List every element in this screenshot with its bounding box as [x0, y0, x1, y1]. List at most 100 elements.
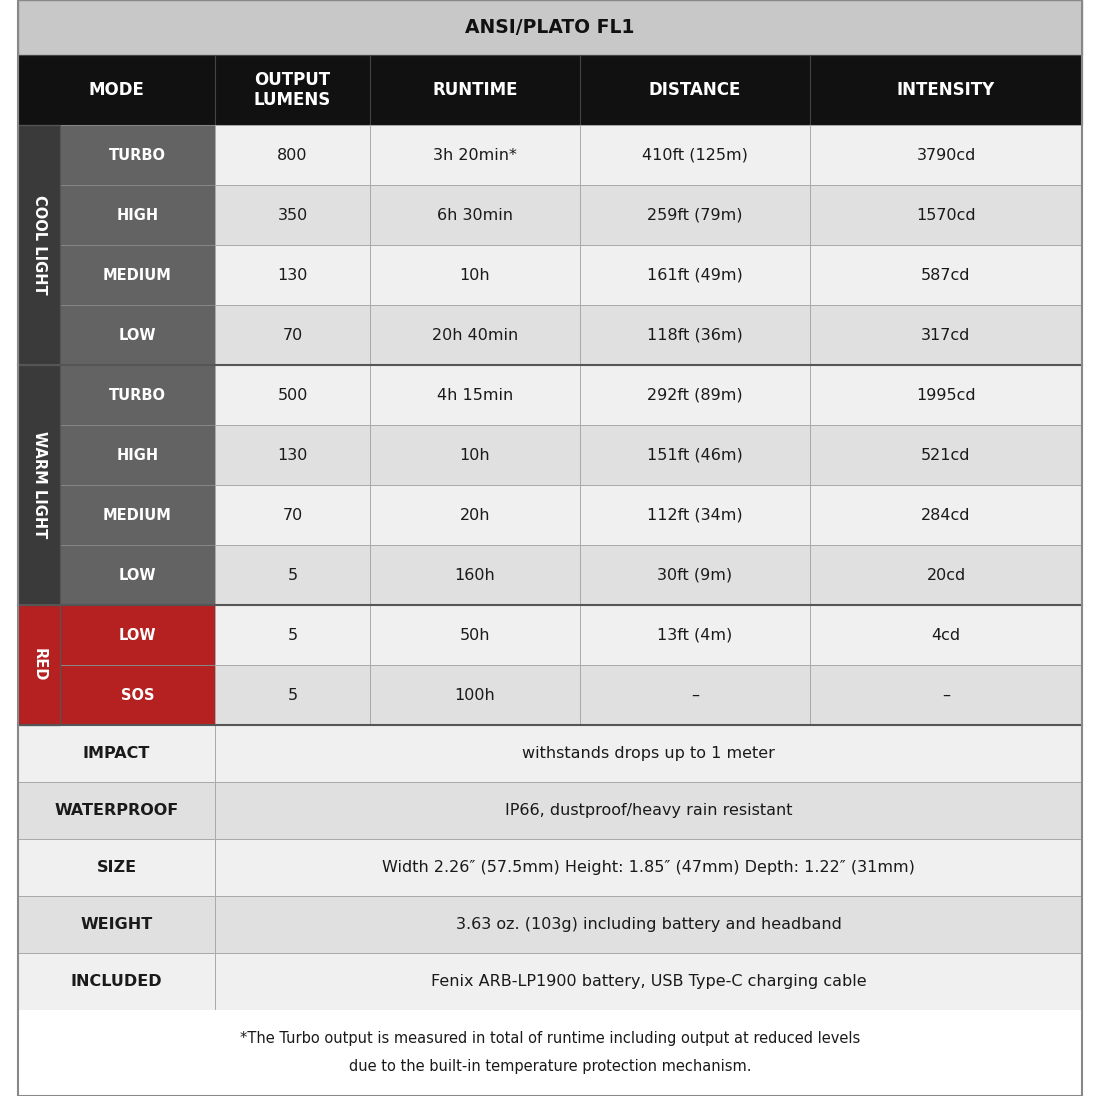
- Text: 130: 130: [277, 267, 308, 283]
- Text: 292ft (89m): 292ft (89m): [647, 388, 742, 402]
- Bar: [60, 246, 215, 305]
- Bar: [18, 125, 60, 365]
- Bar: [370, 365, 580, 425]
- Bar: [370, 665, 580, 724]
- Text: WATERPROOF: WATERPROOF: [54, 803, 178, 818]
- Bar: [580, 125, 810, 185]
- Bar: [60, 486, 215, 545]
- Bar: [60, 185, 215, 246]
- Text: Width 2.26″ (57.5mm) Height: 1.85″ (47mm) Depth: 1.22″ (31mm): Width 2.26″ (57.5mm) Height: 1.85″ (47mm…: [382, 860, 915, 875]
- Bar: [18, 783, 214, 840]
- Bar: [18, 365, 60, 605]
- Text: TURBO: TURBO: [109, 388, 166, 402]
- Bar: [810, 365, 1082, 425]
- Bar: [214, 125, 370, 185]
- Bar: [810, 185, 1082, 246]
- Text: 500: 500: [277, 388, 308, 402]
- Bar: [370, 425, 580, 486]
- Text: IMPACT: IMPACT: [82, 746, 151, 761]
- Text: TURBO: TURBO: [109, 148, 166, 162]
- Text: 20cd: 20cd: [926, 568, 966, 582]
- Text: –: –: [691, 687, 698, 703]
- Text: 350: 350: [277, 207, 308, 222]
- Bar: [810, 305, 1082, 365]
- Text: MEDIUM: MEDIUM: [103, 267, 172, 283]
- Text: ANSI/PLATO FL1: ANSI/PLATO FL1: [465, 18, 635, 37]
- Text: withstands drops up to 1 meter: withstands drops up to 1 meter: [522, 746, 774, 761]
- Bar: [214, 724, 1082, 783]
- Text: 317cd: 317cd: [922, 328, 970, 342]
- Text: 112ft (34m): 112ft (34m): [647, 507, 742, 523]
- Text: 6h 30min: 6h 30min: [437, 207, 513, 222]
- Text: SIZE: SIZE: [97, 860, 136, 875]
- Text: 410ft (125m): 410ft (125m): [642, 148, 748, 162]
- Text: OUTPUT
LUMENS: OUTPUT LUMENS: [254, 70, 331, 110]
- Bar: [214, 545, 370, 605]
- Bar: [810, 55, 1082, 125]
- Bar: [60, 545, 215, 605]
- Bar: [60, 305, 215, 365]
- Text: 20h: 20h: [460, 507, 491, 523]
- Text: IP66, dustproof/heavy rain resistant: IP66, dustproof/heavy rain resistant: [505, 803, 792, 818]
- Text: 5: 5: [287, 628, 298, 642]
- Bar: [18, 1011, 1082, 1096]
- Text: 161ft (49m): 161ft (49m): [647, 267, 742, 283]
- Text: 1570cd: 1570cd: [916, 207, 976, 222]
- Text: 30ft (9m): 30ft (9m): [658, 568, 733, 582]
- Bar: [580, 55, 810, 125]
- Bar: [370, 545, 580, 605]
- Bar: [60, 665, 215, 724]
- Bar: [370, 185, 580, 246]
- Bar: [214, 665, 370, 724]
- Bar: [580, 545, 810, 605]
- Bar: [370, 246, 580, 305]
- Text: SOS: SOS: [121, 687, 154, 703]
- Text: 118ft (36m): 118ft (36m): [647, 328, 742, 342]
- Text: HIGH: HIGH: [117, 447, 158, 463]
- Text: LOW: LOW: [119, 628, 156, 642]
- Bar: [580, 185, 810, 246]
- Text: 284cd: 284cd: [922, 507, 970, 523]
- Bar: [810, 125, 1082, 185]
- Bar: [214, 305, 370, 365]
- Text: COOL LIGHT: COOL LIGHT: [32, 195, 46, 295]
- Bar: [810, 605, 1082, 665]
- Text: 587cd: 587cd: [922, 267, 970, 283]
- Bar: [214, 783, 1082, 840]
- Bar: [60, 425, 215, 486]
- Bar: [370, 55, 580, 125]
- Bar: [214, 605, 370, 665]
- Bar: [60, 125, 215, 185]
- Bar: [18, 605, 60, 724]
- Bar: [18, 954, 214, 1011]
- Text: MEDIUM: MEDIUM: [103, 507, 172, 523]
- Text: 3790cd: 3790cd: [916, 148, 976, 162]
- Bar: [580, 305, 810, 365]
- Text: due to the built-in temperature protection mechanism.: due to the built-in temperature protecti…: [349, 1059, 751, 1073]
- Text: *The Turbo output is measured in total of runtime including output at reduced le: *The Turbo output is measured in total o…: [240, 1030, 860, 1046]
- Text: INCLUDED: INCLUDED: [70, 974, 163, 989]
- Bar: [214, 897, 1082, 954]
- Bar: [18, 897, 214, 954]
- Bar: [214, 55, 370, 125]
- Text: 259ft (79m): 259ft (79m): [647, 207, 742, 222]
- Text: 5: 5: [287, 568, 298, 582]
- Text: 10h: 10h: [460, 267, 491, 283]
- Text: 160h: 160h: [454, 568, 495, 582]
- Bar: [214, 840, 1082, 897]
- Bar: [580, 365, 810, 425]
- Bar: [810, 665, 1082, 724]
- Bar: [214, 486, 370, 545]
- Text: 3.63 oz. (103g) including battery and headband: 3.63 oz. (103g) including battery and he…: [455, 917, 842, 932]
- Text: 130: 130: [277, 447, 308, 463]
- Bar: [18, 55, 214, 125]
- Bar: [810, 246, 1082, 305]
- Text: 1995cd: 1995cd: [916, 388, 976, 402]
- Bar: [580, 605, 810, 665]
- Text: 521cd: 521cd: [922, 447, 970, 463]
- Bar: [18, 840, 214, 897]
- Bar: [214, 425, 370, 486]
- Bar: [214, 365, 370, 425]
- Text: 13ft (4m): 13ft (4m): [658, 628, 733, 642]
- Text: WARM LIGHT: WARM LIGHT: [32, 432, 46, 538]
